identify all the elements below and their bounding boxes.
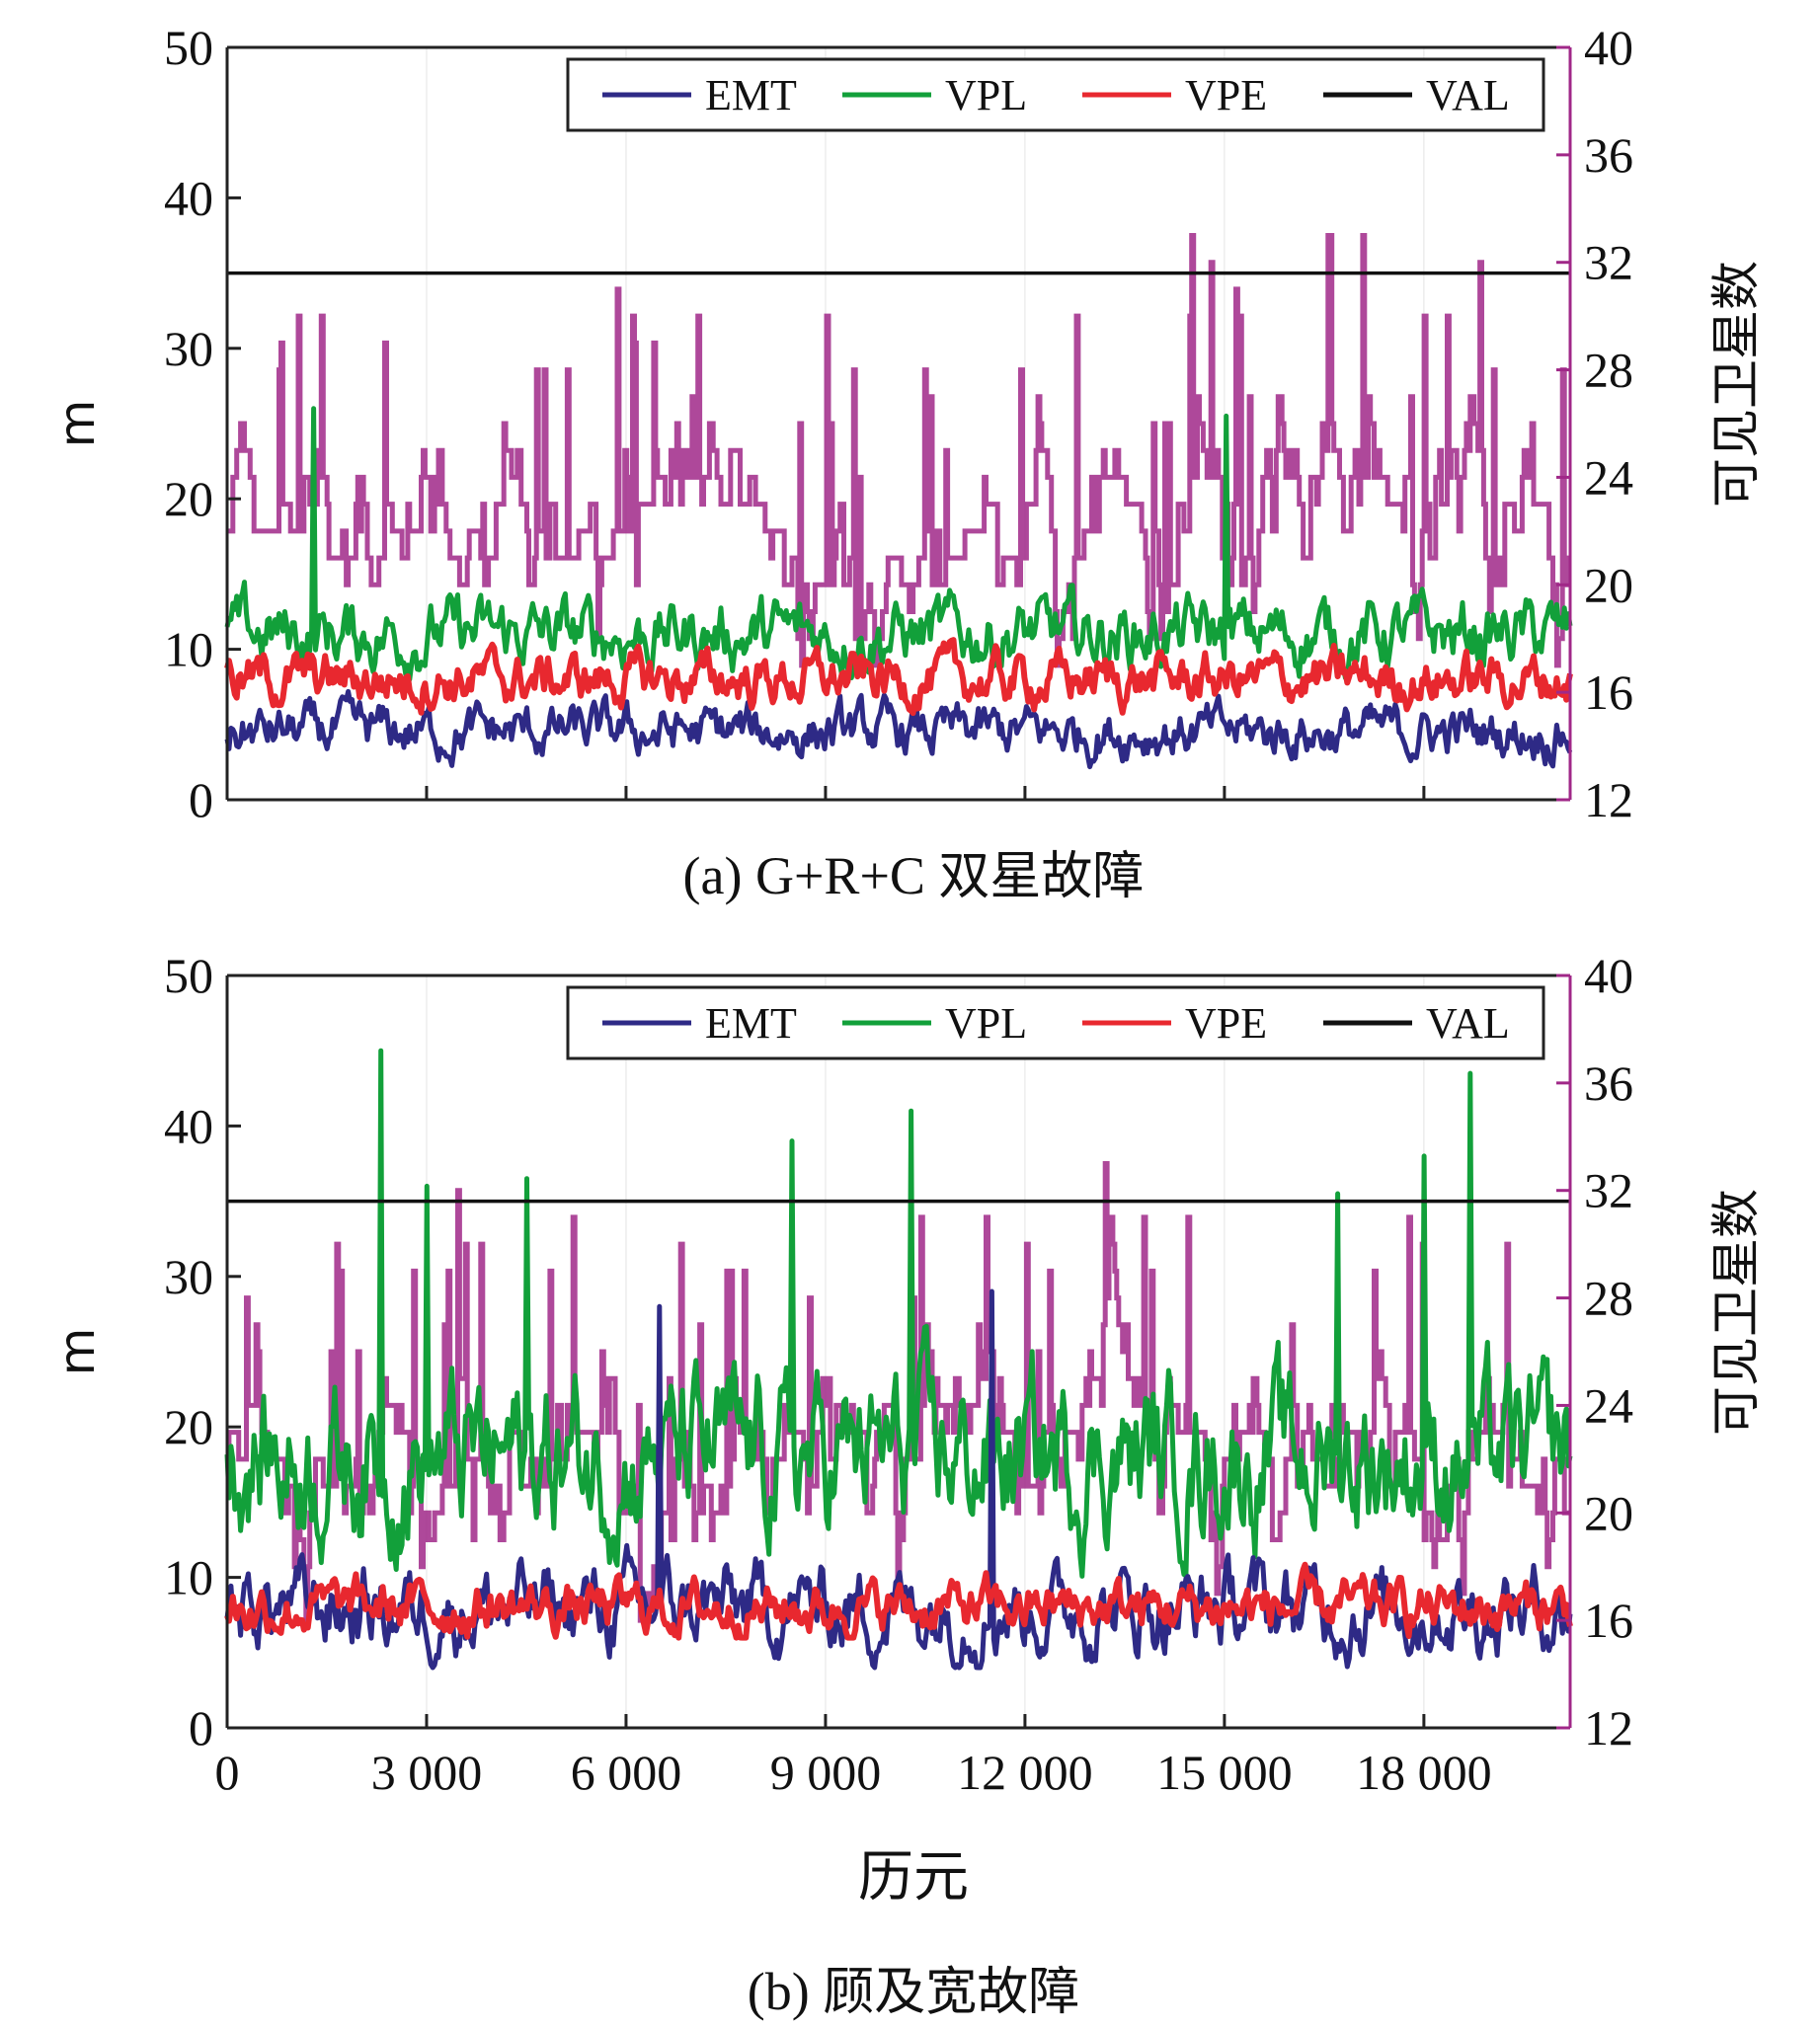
y2-tick-label: 20 — [1584, 557, 1633, 612]
caption-suffix: 顾及宽故障 — [823, 1963, 1079, 2022]
y-tick-label: 30 — [164, 1249, 213, 1304]
y-tick-label: 10 — [164, 622, 213, 677]
y2-tick-label: 36 — [1584, 127, 1633, 183]
legend-label-emt: EMT — [705, 71, 797, 119]
legend-box — [566, 985, 1545, 1060]
y-tick-label: 20 — [164, 1399, 213, 1454]
x-tick-label: 3 000 — [371, 1745, 483, 1800]
y-tick-label: 50 — [164, 948, 213, 1003]
y2-tick-label: 28 — [1584, 1271, 1633, 1326]
panel-caption: (a) G+R+C 双星故障 — [683, 846, 1145, 906]
x-tick-label: 12 000 — [957, 1745, 1093, 1800]
legend-label-emt: EMT — [705, 999, 797, 1048]
legend-label-vpe: VPE — [1185, 71, 1267, 119]
legend-label-vpl: VPL — [945, 999, 1027, 1048]
caption-suffix: 双星故障 — [938, 847, 1144, 906]
y-tick-label: 50 — [164, 20, 213, 75]
series-emt — [224, 1288, 1573, 1671]
y2-axis-title: 可见卫星数 — [1707, 1189, 1765, 1436]
y-axis-title: m — [48, 400, 106, 448]
series-emt — [224, 688, 1573, 770]
y2-axis-title: 可见卫星数 — [1707, 261, 1765, 507]
y-tick-label: 0 — [189, 772, 213, 827]
x-tick-label: 6 000 — [571, 1745, 682, 1800]
panel-b: 0 10 20 30 40 50 12 16 20 24 28 32 36 40 0 3 000 6 000 9 … — [48, 948, 1765, 2022]
y2-tick-label: 28 — [1584, 343, 1633, 398]
caption-prefix: (b) — [748, 1962, 823, 2021]
y-tick-label: 40 — [164, 1098, 213, 1153]
panel-a: 0 10 20 30 40 50 12 16 20 24 28 32 36 40 m 可见卫星数 EMT VPL V… — [48, 20, 1765, 906]
x-tick-label: 18 000 — [1356, 1745, 1492, 1800]
y2-tick-label: 16 — [1584, 664, 1633, 720]
legend-label-val: VAL — [1426, 999, 1510, 1048]
y2-tick-label: 40 — [1584, 948, 1633, 1003]
y-tick-label: 0 — [189, 1700, 213, 1756]
x-axis-title: 历元 — [858, 1845, 969, 1910]
y2-tick-label: 40 — [1584, 20, 1633, 75]
y-tick-label: 10 — [164, 1550, 213, 1605]
series-vpe — [224, 1561, 1573, 1641]
y2-tick-label: 32 — [1584, 1163, 1633, 1218]
legend-label-val: VAL — [1426, 71, 1510, 119]
x-tick-label: 0 — [215, 1745, 240, 1800]
y2-tick-label: 36 — [1584, 1055, 1633, 1111]
y2-tick-label: 20 — [1584, 1485, 1633, 1540]
y2-tick-label: 12 — [1584, 1700, 1633, 1756]
y2-tick-label: 12 — [1584, 772, 1633, 827]
y2-tick-label: 16 — [1584, 1593, 1633, 1648]
x-tick-label: 15 000 — [1156, 1745, 1293, 1800]
y2-tick-label: 32 — [1584, 235, 1633, 290]
series-vpe — [224, 637, 1573, 717]
y-tick-label: 20 — [164, 471, 213, 526]
y-tick-label: 30 — [164, 321, 213, 376]
caption-prefix: (a) G+R+C — [683, 846, 939, 905]
y2-tick-label: 24 — [1584, 449, 1633, 505]
x-tick-label: 9 000 — [770, 1745, 882, 1800]
series-vpl — [224, 1048, 1573, 1579]
panel-caption: (b) 顾及宽故障 — [748, 1962, 1079, 2022]
y-tick-label: 40 — [164, 170, 213, 225]
y2-tick-label: 24 — [1584, 1377, 1633, 1433]
y-axis-title: m — [48, 1328, 106, 1376]
legend-label-vpl: VPL — [945, 71, 1027, 119]
series-satellites — [227, 233, 1570, 668]
legend-label-vpe: VPE — [1185, 999, 1267, 1048]
